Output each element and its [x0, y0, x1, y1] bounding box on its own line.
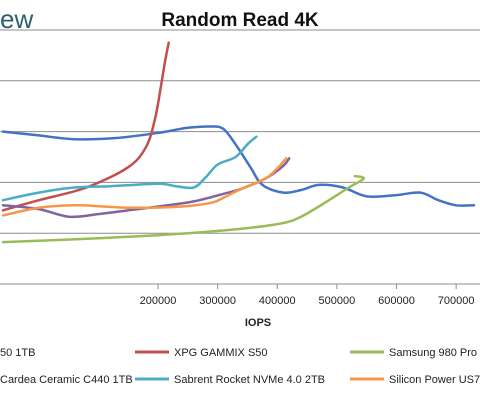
chart-title: Random Read 4K: [161, 10, 319, 31]
x-tick-label-5: 700000: [438, 295, 475, 307]
x-tick-label-1: 300000: [199, 295, 236, 307]
series-line-5: [1, 157, 288, 217]
series-line-0: [1, 125, 476, 207]
legend-label-3: Cardea Ceramic C440 1TB: [0, 374, 133, 386]
legend-label-4: Sabrent Rocket NVMe 4.0 2TB: [174, 374, 325, 386]
x-tick-label-0: 200000: [140, 295, 177, 307]
series-line-2: [1, 174, 365, 244]
brand-logo-text: ew: [0, 4, 34, 34]
x-tick-label-3: 500000: [319, 295, 356, 307]
series-line-4: [1, 135, 258, 202]
grid-lines: [0, 29, 480, 285]
x-tick-label-2: 400000: [259, 295, 296, 307]
x-tick-label-4: 600000: [378, 295, 415, 307]
legend-label-5: Silicon Power US70: [389, 374, 480, 386]
x-axis-label: IOPS: [245, 317, 271, 329]
legend-label-2: Samsung 980 Pro 1: [389, 347, 480, 359]
series-line-1: [1, 41, 170, 212]
legend: 50 1TB XPG GAMMIX S50 Samsung 980 Pro 1 Car…: [0, 347, 480, 386]
legend-label-1: XPG GAMMIX S50: [174, 347, 268, 359]
x-axis-ticks: 200000 300000 400000 500000 600000 700000: [140, 284, 475, 307]
series-lines: [1, 41, 476, 244]
legend-label-0: 50 1TB: [0, 347, 35, 359]
